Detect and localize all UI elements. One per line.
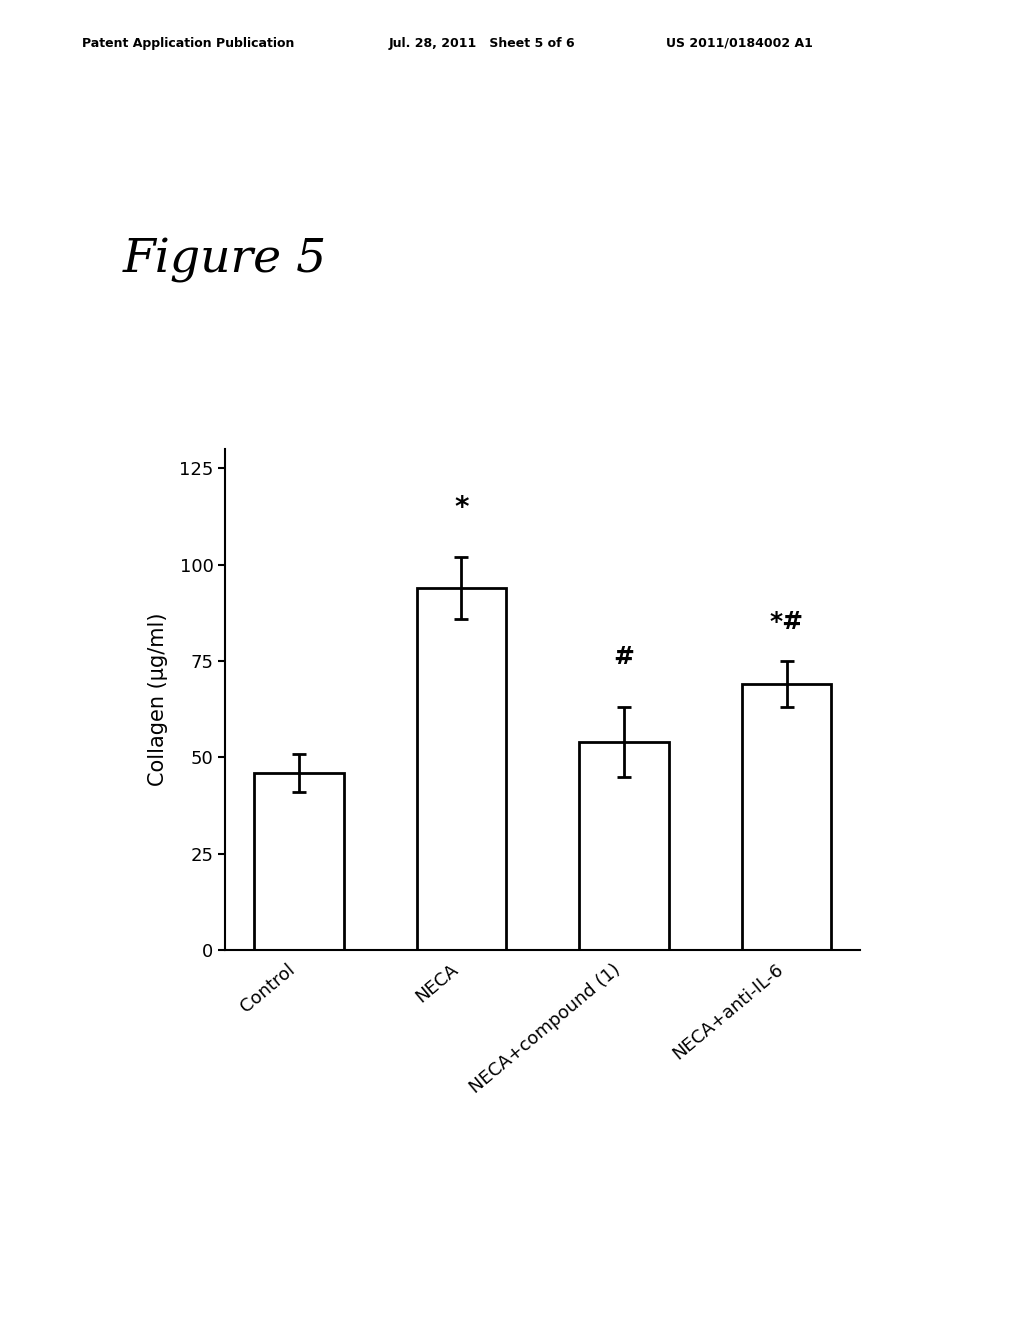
Text: Patent Application Publication: Patent Application Publication [82, 37, 294, 50]
Bar [580, 742, 669, 950]
Bar [741, 684, 831, 950]
Text: US 2011/0184002 A1: US 2011/0184002 A1 [666, 37, 812, 50]
Text: *#: *# [769, 610, 804, 634]
Text: Figure 5: Figure 5 [123, 238, 327, 282]
Bar [417, 587, 506, 950]
Bar [254, 774, 344, 950]
Text: #: # [613, 644, 635, 669]
Text: Jul. 28, 2011   Sheet 5 of 6: Jul. 28, 2011 Sheet 5 of 6 [389, 37, 575, 50]
Text: *: * [455, 494, 469, 523]
Y-axis label: Collagen (μg/ml): Collagen (μg/ml) [148, 612, 168, 787]
